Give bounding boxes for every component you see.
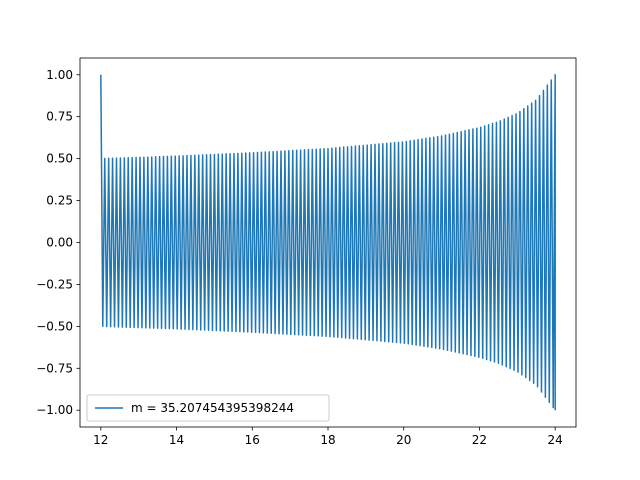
y-tick-label: 0.25 [46,194,73,208]
y-tick-label: −1.00 [36,403,73,417]
x-axis: 12 14 16 18 20 22 24 [93,427,563,447]
y-axis: −1.00 −0.75 −0.50 −0.25 0.00 0.25 0.50 0.75 1.00 [36,68,80,417]
y-tick-label: −0.25 [36,277,73,291]
x-tick-label: 24 [548,433,563,447]
y-tick-label: −0.50 [36,319,73,333]
y-tick-label: 0.75 [46,110,73,124]
x-tick-label: 18 [320,433,335,447]
x-tick-label: 12 [93,433,108,447]
y-tick-label: −0.75 [36,361,73,375]
x-tick-label: 16 [245,433,260,447]
x-tick-label: 22 [472,433,487,447]
series-line-m [100,74,556,411]
y-tick-label: 0.00 [46,236,73,250]
x-tick-label: 20 [396,433,411,447]
x-tick-label: 14 [169,433,184,447]
legend-label: m = 35.207454395398244 [131,401,294,415]
y-tick-label: 0.50 [46,152,73,166]
legend-box [86,394,330,422]
legend: m = 35.207454395398244 [86,394,330,422]
y-tick-label: 1.00 [46,68,73,82]
